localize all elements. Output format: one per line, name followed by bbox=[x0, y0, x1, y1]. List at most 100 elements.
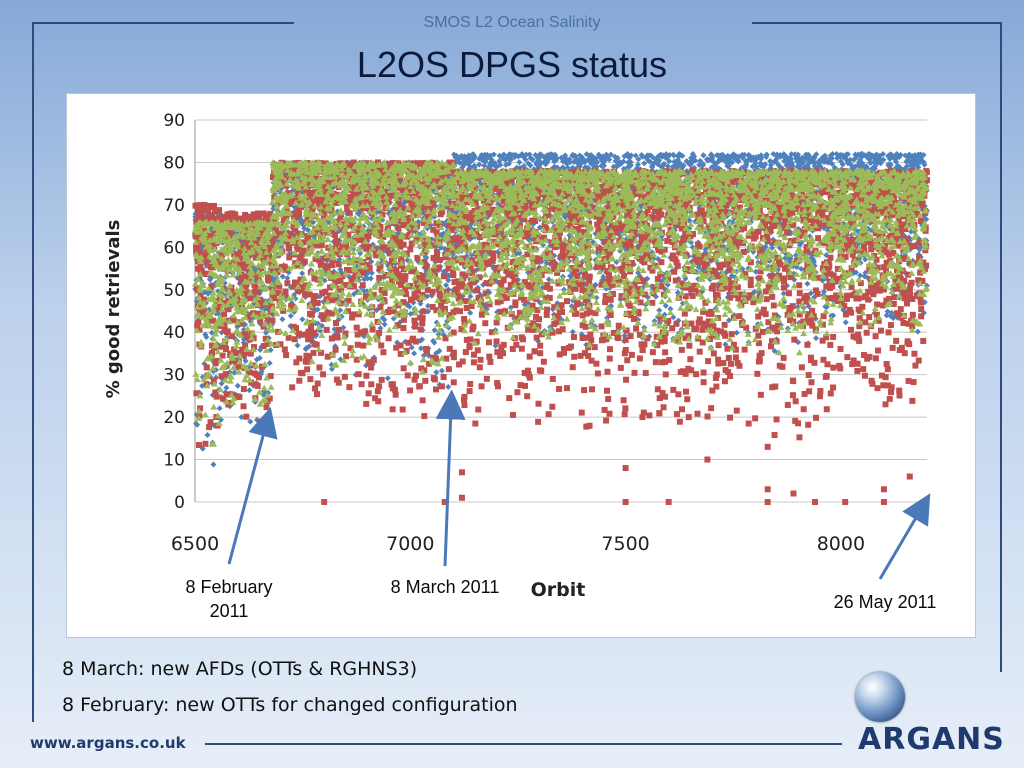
data-point-diamond bbox=[543, 260, 550, 267]
data-point-diamond bbox=[433, 319, 440, 326]
page-title: L2OS DPGS status bbox=[356, 44, 668, 85]
data-point-square bbox=[368, 381, 375, 388]
data-point-diamond bbox=[270, 311, 277, 318]
data-point-diamond bbox=[804, 280, 811, 287]
data-point-square bbox=[291, 279, 298, 286]
data-point-diamond bbox=[770, 151, 777, 158]
data-point-diamond bbox=[238, 414, 245, 421]
data-point-diamond bbox=[813, 335, 820, 342]
data-point-square bbox=[365, 359, 372, 366]
data-point-square bbox=[224, 328, 231, 335]
data-point-square bbox=[313, 391, 320, 398]
data-point-diamond bbox=[407, 310, 414, 317]
data-point-square bbox=[252, 284, 259, 291]
data-point-square bbox=[369, 326, 376, 333]
data-point-diamond bbox=[337, 307, 344, 314]
data-point-diamond bbox=[583, 151, 590, 158]
data-point-diamond bbox=[384, 375, 391, 382]
data-point-square bbox=[376, 329, 383, 336]
data-point-square bbox=[440, 374, 447, 381]
data-point-diamond bbox=[425, 302, 432, 309]
data-point-square bbox=[419, 320, 426, 327]
data-point-diamond bbox=[312, 333, 319, 340]
data-point-square bbox=[251, 370, 258, 377]
data-point-diamond bbox=[438, 367, 445, 374]
data-point-square bbox=[282, 288, 289, 295]
data-point-square bbox=[422, 377, 429, 384]
data-point-diamond bbox=[303, 345, 310, 352]
data-point-diamond bbox=[265, 389, 272, 396]
data-point-diamond bbox=[507, 304, 514, 311]
data-point-diamond bbox=[299, 270, 306, 277]
data-point-square bbox=[203, 364, 210, 371]
data-point-diamond bbox=[516, 159, 523, 166]
data-point-diamond bbox=[310, 219, 317, 226]
data-point-diamond bbox=[425, 308, 432, 315]
data-point-square bbox=[295, 330, 302, 337]
data-point-diamond bbox=[502, 156, 509, 163]
data-point-square bbox=[304, 366, 311, 373]
data-point-diamond bbox=[842, 319, 849, 326]
data-point-diamond bbox=[364, 275, 371, 282]
data-point-diamond bbox=[240, 326, 247, 333]
data-point-square bbox=[207, 419, 214, 426]
data-point-square bbox=[363, 400, 370, 407]
data-point-diamond bbox=[284, 275, 291, 282]
data-point-diamond bbox=[431, 327, 438, 334]
header-subtitle: SMOS L2 Ocean Salinity bbox=[423, 14, 601, 31]
chart-panel: 0 10 20 30 40 50 60 70 80 90 6500 7000 7500 8000 % go… bbox=[66, 93, 976, 638]
data-point-square bbox=[254, 210, 261, 217]
data-point-diamond bbox=[559, 158, 566, 165]
data-point-diamond bbox=[242, 357, 249, 364]
data-point-square bbox=[440, 273, 447, 280]
data-point-diamond bbox=[481, 162, 488, 169]
data-point-diamond bbox=[377, 325, 384, 332]
data-point-diamond bbox=[294, 342, 301, 349]
data-point-diamond bbox=[257, 346, 264, 353]
data-point-diamond bbox=[267, 346, 274, 353]
data-point-diamond bbox=[208, 329, 215, 336]
data-point-diamond bbox=[279, 316, 286, 323]
data-point-diamond bbox=[216, 405, 223, 412]
data-point-square bbox=[349, 314, 356, 321]
data-point-diamond bbox=[379, 314, 386, 321]
data-point-diamond bbox=[224, 333, 231, 340]
frame-right bbox=[1000, 22, 1002, 672]
data-point-diamond bbox=[515, 276, 522, 283]
data-point-square bbox=[212, 389, 219, 396]
frame-left bbox=[32, 22, 34, 722]
data-point-square bbox=[222, 371, 229, 378]
data-point-diamond bbox=[202, 331, 209, 338]
data-point-diamond bbox=[700, 152, 707, 159]
data-point-square bbox=[380, 349, 387, 356]
data-point-diamond bbox=[418, 345, 425, 352]
data-point-diamond bbox=[194, 421, 201, 428]
data-point-square bbox=[281, 346, 288, 353]
data-point-square bbox=[353, 324, 360, 331]
data-point-diamond bbox=[415, 218, 422, 225]
data-point-diamond bbox=[334, 208, 341, 215]
data-point-diamond bbox=[369, 215, 376, 222]
data-point-square bbox=[412, 323, 419, 330]
data-point-square bbox=[202, 440, 209, 447]
data-point-square bbox=[215, 207, 222, 214]
data-point-square bbox=[195, 202, 202, 209]
data-point-diamond bbox=[279, 273, 286, 280]
data-point-square bbox=[358, 381, 365, 388]
data-point-square bbox=[378, 376, 385, 383]
data-point-square bbox=[419, 397, 426, 404]
data-point-diamond bbox=[368, 269, 375, 276]
data-point-diamond bbox=[476, 161, 483, 168]
data-point-diamond bbox=[411, 350, 418, 357]
data-point-diamond bbox=[246, 387, 253, 394]
data-point-diamond bbox=[317, 327, 324, 334]
data-point-diamond bbox=[204, 431, 211, 438]
data-point-diamond bbox=[299, 316, 306, 323]
frame-top-left bbox=[32, 22, 294, 24]
data-point-diamond bbox=[569, 328, 576, 335]
data-point-diamond bbox=[914, 328, 921, 335]
data-point-square bbox=[378, 342, 385, 349]
data-point-square bbox=[262, 214, 269, 221]
data-point-square bbox=[224, 211, 231, 218]
